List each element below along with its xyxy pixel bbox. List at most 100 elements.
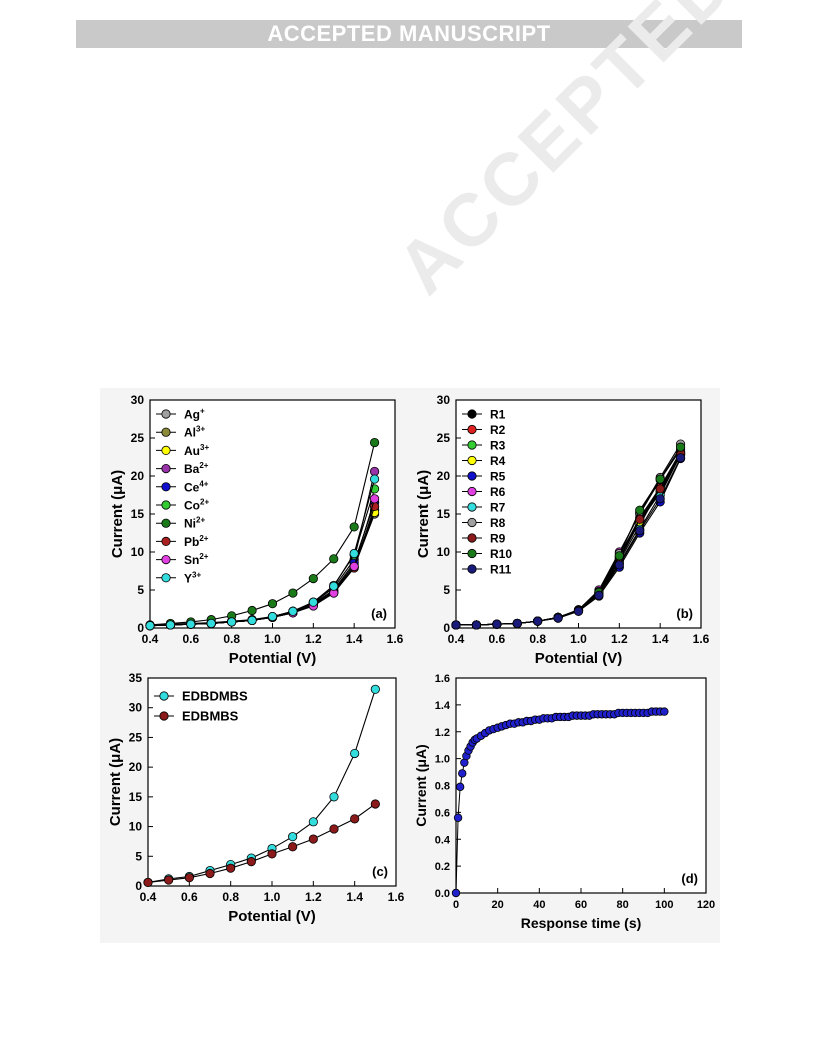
y-tick-label: 0 (137, 621, 144, 635)
x-tick-label: 20 (492, 899, 504, 911)
y-axis-label: Current (μA) (415, 470, 432, 558)
x-tick-label: 1.4 (346, 632, 363, 646)
legend-label: Ag+ (184, 407, 205, 422)
y-tick-label: 15 (129, 790, 143, 804)
data-point (573, 606, 584, 616)
legend-label: R11 (490, 563, 512, 577)
data-point (492, 619, 502, 629)
data-point (145, 621, 155, 631)
data-point (349, 548, 359, 559)
data-point (267, 849, 277, 859)
y-tick-label: 5 (137, 583, 144, 597)
legend-label: R1 (490, 408, 506, 422)
data-point (349, 561, 359, 572)
x-tick-label: 0.4 (140, 890, 157, 904)
legend-label: R3 (490, 439, 506, 453)
data-point (184, 873, 194, 883)
data-point (288, 606, 298, 616)
data-point (308, 834, 318, 844)
x-tick-label: 1.4 (652, 632, 669, 646)
legend-marker (467, 455, 477, 466)
data-point (350, 814, 360, 824)
y-tick-label: 30 (129, 701, 143, 715)
data-point (349, 522, 359, 532)
legend-marker (161, 464, 171, 474)
y-tick-label: 20 (131, 469, 145, 483)
y-tick-label: 25 (437, 431, 451, 445)
legend-marker (161, 573, 171, 583)
data-point (308, 597, 318, 607)
data-point (165, 620, 176, 630)
x-tick-label: 1.2 (611, 632, 628, 646)
data-point (369, 494, 380, 504)
legend-marker (161, 500, 171, 510)
y-tick-label: 5 (443, 583, 450, 597)
data-point (455, 782, 465, 792)
x-tick-label: 0.6 (181, 890, 198, 904)
data-point (247, 605, 257, 616)
y-tick-label: 25 (131, 431, 145, 445)
y-tick-label: 10 (131, 545, 145, 559)
data-point (206, 618, 216, 629)
panel-label: (c) (372, 864, 388, 879)
plot-area (455, 677, 707, 894)
legend-marker (467, 517, 477, 528)
x-tick-label: 1.6 (387, 632, 404, 646)
x-tick-label: 1.2 (305, 890, 322, 904)
legend-superscript: 2+ (196, 516, 205, 525)
y-tick-label: 0 (443, 621, 450, 635)
y-tick-label: 5 (135, 849, 142, 863)
x-axis-label: Response time (s) (521, 915, 642, 931)
y-tick-label: 0.0 (435, 888, 450, 900)
data-point (369, 474, 380, 484)
data-point (655, 474, 665, 484)
legend-marker (467, 486, 477, 497)
data-point (453, 813, 463, 822)
accepted-manuscript-banner: ACCEPTED MANUSCRIPT (76, 20, 742, 48)
x-tick-label: 0.4 (142, 632, 159, 646)
data-point (308, 574, 318, 584)
data-point (369, 437, 380, 448)
legend-marker (161, 555, 171, 565)
data-point (329, 792, 339, 802)
data-point (458, 769, 467, 778)
data-point (227, 617, 237, 627)
legend-marker (467, 471, 477, 481)
data-point (350, 748, 360, 759)
data-point (267, 599, 278, 609)
legend-marker (161, 427, 171, 437)
y-axis-label: Current (μA) (413, 744, 429, 826)
chart-panel-b: 0.4 0.6 0.8 1.0 1.2 1.4 1.6 0 5 10 15 20 25 30 Potenti… (415, 393, 710, 667)
legend-superscript: 3+ (196, 425, 205, 434)
legend-label: R9 (490, 532, 506, 546)
y-tick-label: 1.0 (435, 754, 450, 766)
y-tick-label: 15 (131, 507, 145, 521)
x-axis-label: Potential (V) (229, 650, 317, 667)
data-point (370, 684, 380, 694)
legend-marker (467, 533, 477, 543)
legend-superscript: 2+ (199, 534, 208, 543)
legend-marker (467, 548, 477, 559)
y-axis-label: Current (μA) (109, 470, 126, 558)
panel-label: (a) (371, 606, 387, 621)
y-tick-label: 1.4 (435, 700, 451, 712)
legend-superscript: 3+ (192, 570, 201, 579)
data-point (471, 620, 482, 630)
y-tick-label: 20 (437, 469, 451, 483)
data-point (329, 824, 339, 834)
legend-marker (161, 409, 171, 419)
data-point (533, 616, 543, 626)
figure-svg: 0.4 0.6 0.8 1.0 1.2 1.4 1.6 0 5 10 15 20 25 30 Potenti… (100, 388, 720, 943)
data-point (226, 863, 236, 873)
data-point (267, 612, 278, 622)
data-point (614, 560, 624, 570)
legend-marker (159, 711, 169, 721)
legend-marker (467, 409, 477, 419)
y-tick-label: 1.6 (435, 673, 450, 685)
x-tick-label: 60 (575, 899, 587, 911)
data-point (288, 832, 298, 842)
chart-panel-c: 0.4 0.6 0.8 1.0 1.2 1.4 1.6 0 5 10 15 20 25 30 35 Poten… (107, 671, 405, 925)
x-tick-label: 80 (617, 899, 629, 911)
plot-area (149, 399, 396, 629)
data-point (635, 526, 645, 536)
